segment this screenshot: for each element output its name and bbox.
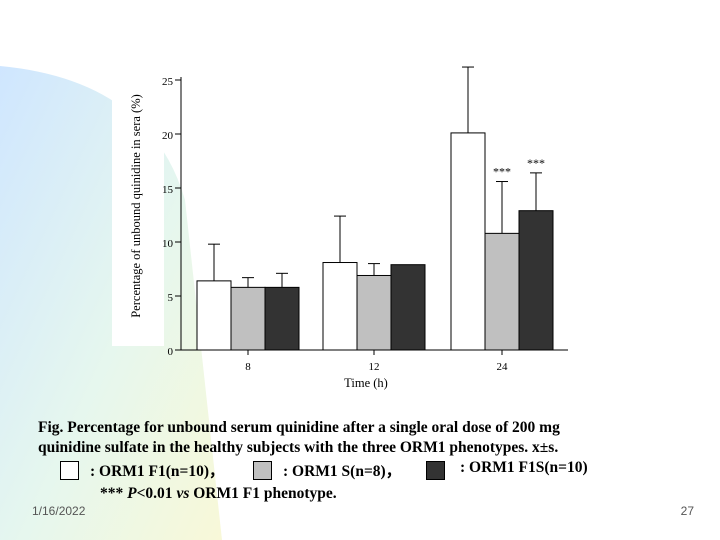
slide-page-number: 27 [680, 504, 694, 518]
y-tick-label-20: 20 [162, 130, 174, 142]
footnote-prefix: *** [100, 485, 128, 502]
significance-annotation-1: *** [527, 156, 545, 170]
bar-24-series-2 [518, 210, 554, 351]
legend-swatch-s [253, 461, 272, 480]
y-tick-label-10: 10 [162, 238, 174, 250]
caption-line-2: quinidine sulfate in the healthy subject… [38, 439, 559, 456]
footnote-mid: <0.01 [136, 485, 177, 502]
figure-caption: Fig. Percentage for unbound serum quinid… [38, 418, 688, 458]
bar-24-series-1 [484, 232, 520, 351]
y-tick-label-5: 5 [168, 292, 174, 304]
bar-12-series-0 [322, 262, 358, 351]
legend-label-f1s: : ORM1 F1S(n=10) [460, 459, 588, 476]
bar-12-series-1 [356, 274, 392, 351]
y-tick-label-25: 25 [162, 76, 174, 88]
bar-8-series-2 [264, 286, 300, 351]
caption-line-1: Fig. Percentage for unbound serum quinid… [38, 419, 560, 436]
y-tick-label-0: 0 [168, 346, 174, 358]
bar-12-series-2 [390, 264, 426, 351]
footnote-suffix: ORM1 F1 phenotype. [189, 485, 337, 502]
x-tick-label-12: 12 [369, 361, 380, 373]
legend-label-s: : ORM1 S(n=8)， [283, 463, 402, 480]
bar-8-series-0 [196, 280, 232, 351]
y-tick-label-15: 15 [162, 184, 174, 196]
x-axis-label: Time (h) [344, 376, 388, 390]
significance-annotation-0: *** [493, 165, 511, 179]
x-tick-label-8: 8 [245, 361, 251, 373]
legend-swatch-f1 [60, 461, 79, 480]
slide-date: 1/16/2022 [32, 504, 86, 518]
bar-8-series-1 [230, 286, 266, 351]
footnote-p: P [127, 485, 137, 502]
legend-swatch-f1s [426, 461, 445, 480]
legend-label-f1: : ORM1 F1(n=10)， [90, 463, 225, 480]
y-axis-label: Percentage of unbound quinidine in sera … [129, 94, 143, 318]
footnote-vs: vs [176, 485, 190, 502]
significance-footnote: *** P<0.01 vs ORM1 F1 phenotype. [100, 485, 337, 503]
x-tick-label-24: 24 [497, 361, 509, 373]
bar-24-series-0 [450, 132, 486, 351]
